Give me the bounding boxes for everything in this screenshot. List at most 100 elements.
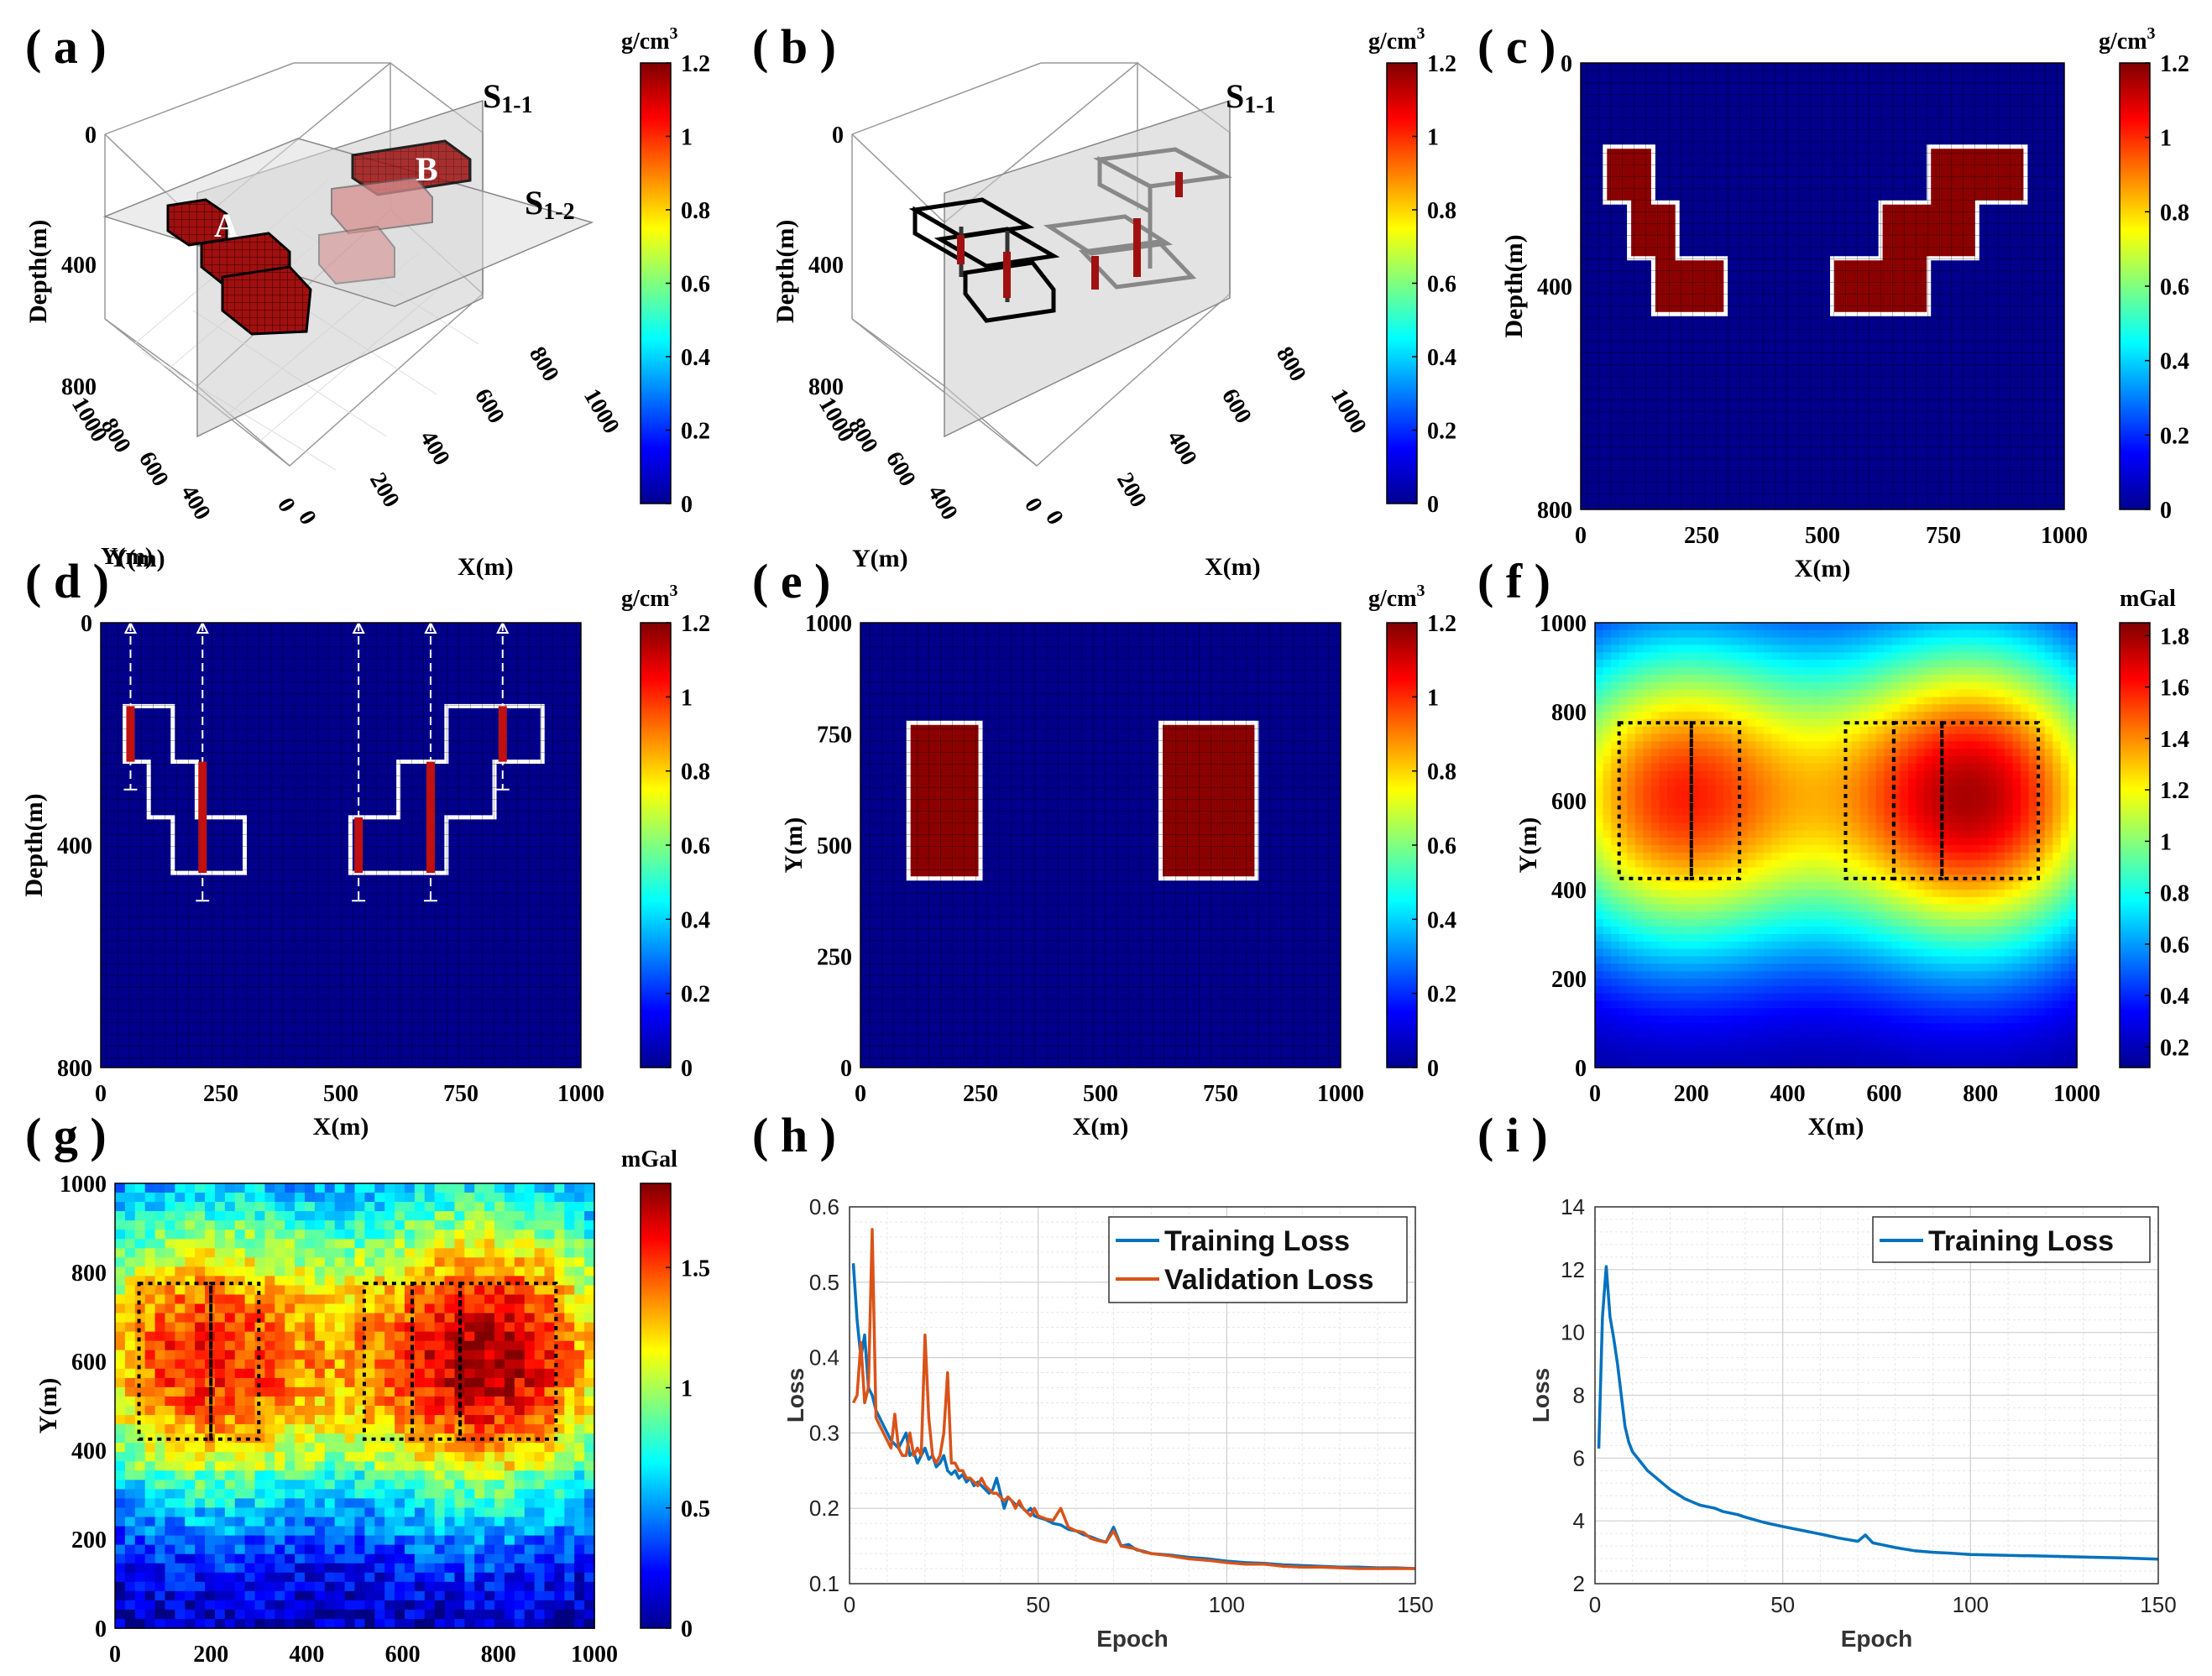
panel-f-cell: [1803, 793, 1813, 801]
panel-f-cell: [2021, 963, 2030, 972]
panel-g-cell: [364, 1386, 376, 1397]
panel-f-cell: [1643, 904, 1652, 913]
panel-f-cell: [1787, 830, 1796, 838]
panel-g-cell: [275, 1257, 286, 1268]
panel-f-cell: [2028, 867, 2037, 876]
panel-f-cell: [1948, 1000, 1958, 1010]
panel-g-cell: [474, 1239, 485, 1250]
panel-f-cell: [1780, 882, 1789, 890]
panel-g-cell: [534, 1313, 546, 1324]
panel-a-y-label: Y(m): [109, 545, 165, 572]
panel-f-cell: [1723, 890, 1733, 898]
panel-f-cell: [1603, 1052, 1612, 1061]
panel-f-cell: [1763, 667, 1773, 676]
panel-f-cell: [1755, 875, 1765, 883]
panel-g-cell: [354, 1230, 366, 1240]
panel-f-cell: [1852, 1000, 1861, 1010]
panel-f-cell: [1723, 1030, 1733, 1039]
panel-g-cell: [305, 1303, 316, 1314]
panel-g-cell: [354, 1266, 366, 1277]
panel-g-cell: [295, 1294, 306, 1305]
panel-f-cell: [1868, 852, 1877, 861]
panel-g-cell: [175, 1266, 186, 1277]
panel-f-cell: [2044, 770, 2054, 780]
panel-g-cell: [554, 1193, 566, 1203]
panel-f-cell: [1699, 815, 1708, 824]
panel-g-cell: [115, 1386, 126, 1397]
panel-f-cell: [2021, 689, 2030, 698]
panel-f-cell: [1611, 1016, 1620, 1024]
panel-f-cell: [1796, 890, 1805, 898]
panel-f-cell: [1796, 859, 1805, 869]
panel-g-cell: [374, 1276, 385, 1287]
panel-f-cell: [1836, 749, 1845, 757]
panel-g-cell: [124, 1359, 136, 1370]
panel-f-cell: [1707, 815, 1717, 824]
panel-f-cell: [1747, 941, 1757, 950]
panel-g-cell: [154, 1415, 166, 1425]
panel-g-cell: [244, 1377, 256, 1388]
panel-g-cell: [344, 1322, 356, 1333]
panel-f-cell: [1691, 1023, 1701, 1031]
panel-f-cell: [1948, 689, 1958, 698]
panel-g-cell: [424, 1368, 436, 1379]
panel-f-cell: [1940, 971, 1949, 979]
panel-g-cell: [314, 1202, 326, 1212]
panel-g-cell: [504, 1266, 515, 1277]
panel-f-cell: [1675, 1000, 1685, 1010]
panel-g-cell: [514, 1377, 526, 1388]
panel-g-cell: [364, 1266, 376, 1277]
panel-f-cell: [1859, 770, 1869, 780]
panel-f-cell: [1859, 948, 1869, 958]
panel-f-cell: [1852, 830, 1861, 838]
panel-f-cell: [1643, 979, 1652, 987]
panel-f-cell: [1875, 830, 1885, 838]
panel-f-cell: [2068, 845, 2078, 854]
panel-f-cell: [1731, 956, 1740, 965]
panel-g-cell: [224, 1183, 236, 1193]
panel-f-cell: [1852, 1037, 1861, 1047]
panel-f-cell: [1980, 911, 1990, 921]
panel-g-cell: [474, 1266, 485, 1277]
panel-f-cell: [1667, 993, 1676, 1002]
panel-f-cell: [2004, 979, 2014, 987]
panel-g-cell: [144, 1248, 156, 1259]
panel-f-cell: [1739, 778, 1749, 787]
panel-f-cell: [1988, 919, 1998, 927]
panel-f-cell: [1611, 756, 1620, 765]
panel-f-cell: [1595, 985, 1604, 995]
panel-f-cell: [1819, 1000, 1829, 1010]
panel-f-cell: [1618, 941, 1629, 950]
panel-f-cell: [1932, 1016, 1942, 1024]
panel-f-cell: [1611, 1030, 1620, 1039]
panel-f-cell: [2060, 979, 2070, 987]
panel-f-cell: [2021, 838, 2030, 846]
panel-f-cell: [1771, 741, 1781, 749]
panel-g-cell: [115, 1230, 126, 1240]
panel-f-cell: [1836, 726, 1845, 735]
panel-f-cell: [1803, 1045, 1813, 1054]
panel-f-cell: [1634, 979, 1645, 987]
panel-f-cell: [1787, 890, 1796, 898]
panel-f-cell: [1771, 867, 1781, 876]
panel-f-cell: [1603, 1016, 1612, 1024]
panel-f-cell: [1980, 927, 1990, 935]
panel-f-cell: [1707, 911, 1717, 921]
panel-f-cell: [1780, 838, 1789, 846]
panel-f-cell: [1683, 867, 1692, 876]
panel-f-cell: [1739, 697, 1749, 705]
panel-f-cell: [1828, 749, 1837, 757]
panel-g-cell: [524, 1415, 536, 1425]
panel-f-cell: [1731, 674, 1740, 683]
panel-f-cell: [1683, 815, 1692, 824]
panel-f-cell: [1611, 963, 1620, 972]
panel-g-cell: [484, 1193, 495, 1203]
panel-f-cell: [1843, 1016, 1853, 1024]
panel-g-cell: [554, 1331, 566, 1342]
panel-f-cell: [1812, 660, 1821, 668]
panel-g-cell: [395, 1313, 405, 1324]
panel-f-cell: [1891, 979, 1901, 987]
panel-g-cell: [324, 1294, 336, 1305]
panel-f-cell: [1659, 985, 1668, 995]
panel-f-cell: [1819, 956, 1829, 965]
